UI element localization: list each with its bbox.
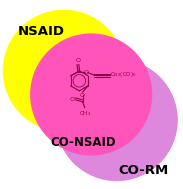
Text: O: O xyxy=(79,93,84,98)
Circle shape xyxy=(56,59,178,181)
Text: O: O xyxy=(84,70,89,75)
Text: CO-NSAID: CO-NSAID xyxy=(50,136,116,149)
Text: O: O xyxy=(69,97,74,102)
Circle shape xyxy=(30,33,152,156)
Text: O: O xyxy=(75,58,81,63)
Text: CO-RM: CO-RM xyxy=(119,164,169,177)
Text: CH$_3$: CH$_3$ xyxy=(79,109,91,118)
Circle shape xyxy=(3,10,125,132)
Text: Co$_2$(CO)$_6$: Co$_2$(CO)$_6$ xyxy=(110,70,137,79)
Text: NSAID: NSAID xyxy=(18,25,65,38)
